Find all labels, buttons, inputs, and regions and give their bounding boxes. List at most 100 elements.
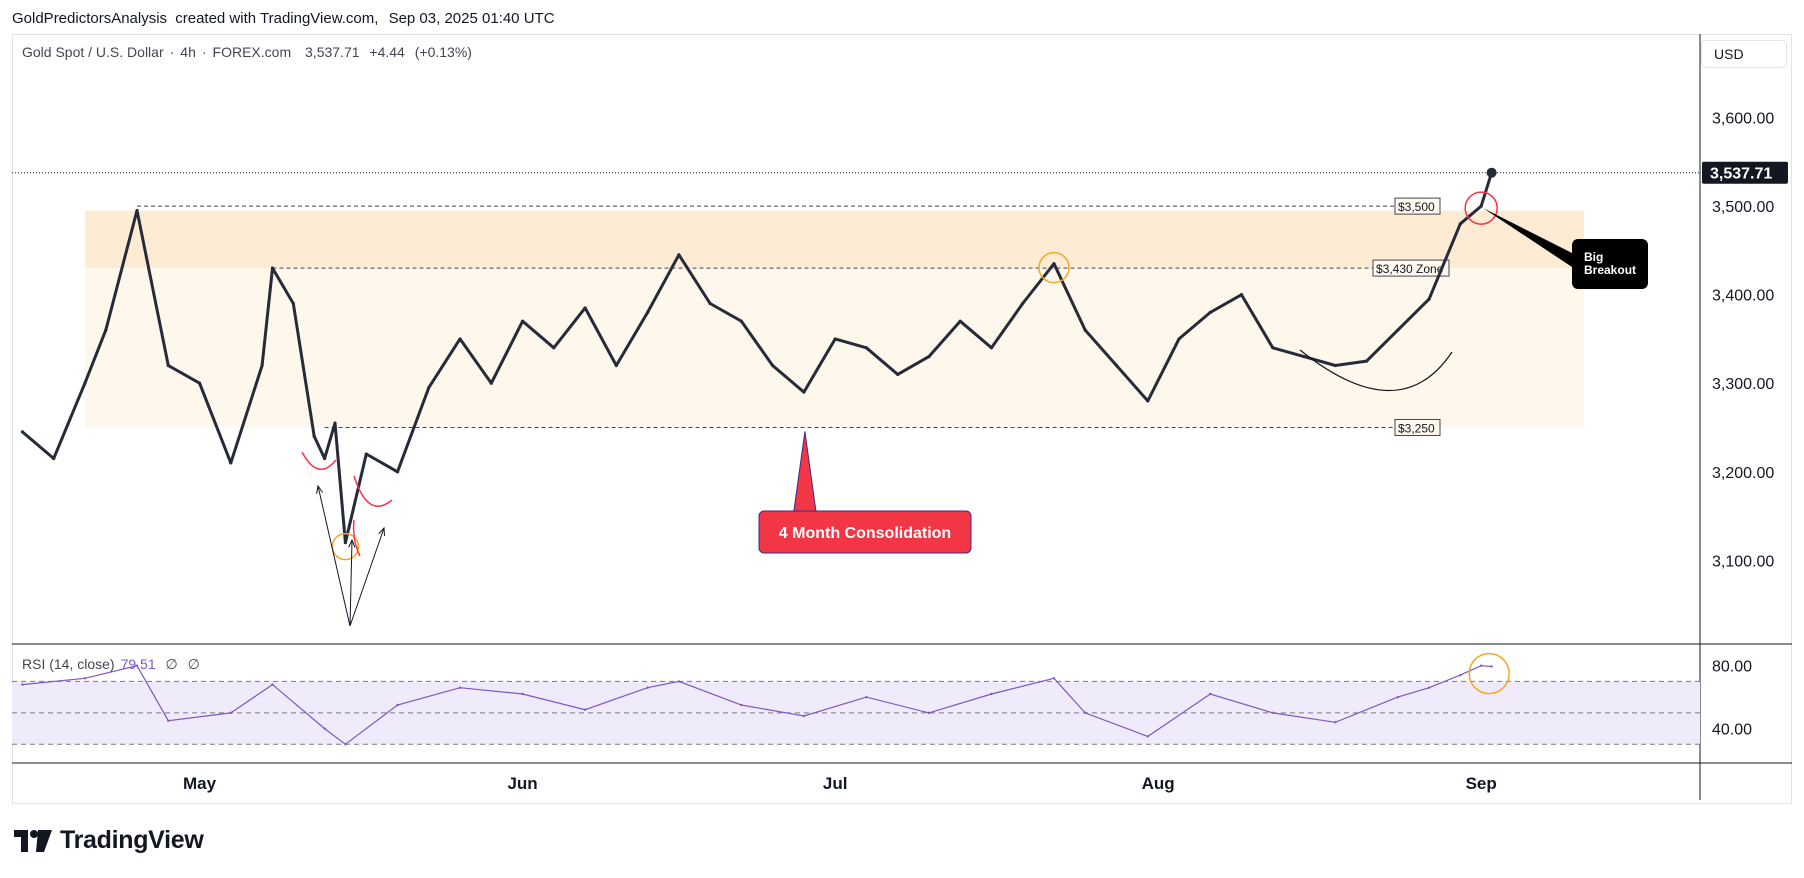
low-highlight-circle — [331, 532, 360, 561]
legend-symbol[interactable]: Gold Spot / U.S. Dollar — [22, 44, 164, 60]
rsi-point — [229, 711, 233, 715]
rsi-point — [323, 727, 326, 730]
y-tick-label: 3,400.00 — [1712, 288, 1774, 305]
last-price-dot — [1486, 167, 1497, 178]
price-point — [322, 456, 327, 461]
price-point — [1364, 359, 1369, 363]
price-point — [229, 461, 233, 465]
rsi-point — [1209, 692, 1212, 696]
price-point — [197, 381, 202, 385]
support-arrow-0 — [317, 485, 351, 627]
header-created-with: created with TradingView.com, — [175, 10, 379, 27]
x-tick-label: Jun — [507, 774, 537, 793]
legend-interval: 4h — [180, 44, 196, 60]
price-point — [802, 390, 806, 394]
rsi-point — [1479, 664, 1483, 667]
price-point — [896, 372, 900, 376]
chart-panel[interactable] — [12, 34, 1792, 804]
price-point — [364, 452, 368, 456]
rsi-point — [271, 683, 274, 686]
rsi-y-tick-label: 40.00 — [1712, 722, 1752, 739]
low-arc-right — [353, 475, 393, 507]
rsi-point — [927, 711, 931, 715]
rsi-point — [344, 743, 347, 746]
rounding-bottom-arc — [1299, 349, 1453, 391]
y-tick-label: 3,300.00 — [1712, 376, 1774, 393]
rsi-point — [1396, 695, 1400, 699]
price-point — [864, 346, 869, 350]
support-arrowhead-2 — [378, 526, 386, 537]
price-point — [427, 386, 431, 390]
symbol-legend: Gold Spot / U.S. Dollar · 4h · FOREX.com 3,5… — [22, 44, 472, 60]
price-point — [1302, 355, 1306, 359]
price-point — [333, 421, 337, 425]
price-point — [1083, 328, 1087, 332]
price-point — [20, 430, 25, 434]
reference-label-0: $3,500 — [1398, 200, 1435, 214]
price-point — [291, 301, 295, 306]
rsi-point — [458, 686, 462, 689]
reference-label-box-2 — [1394, 418, 1441, 436]
rsi-point — [83, 677, 87, 680]
x-tick-label: Aug — [1142, 774, 1175, 793]
price-point — [1479, 204, 1483, 208]
price-point — [677, 253, 681, 257]
price-point — [104, 328, 108, 332]
x-tick-label: Jul — [823, 774, 848, 793]
legend-change-pct: (+0.13%) — [414, 44, 472, 60]
price-point — [927, 355, 931, 359]
rsi-point — [802, 714, 806, 718]
price-point — [343, 540, 348, 545]
tradingview-logo-icon — [14, 829, 52, 852]
price-point — [270, 266, 275, 270]
price-point — [1146, 399, 1150, 403]
price-point — [1239, 293, 1244, 297]
breakout-callout-box — [1572, 239, 1648, 289]
rsi-name[interactable]: RSI (14, close) — [22, 656, 115, 672]
price-point — [1458, 222, 1462, 226]
rsi-point — [1459, 673, 1462, 677]
price-point — [395, 470, 400, 474]
rsi-extra-1: ∅ — [165, 656, 178, 672]
support-arrow-1 — [349, 539, 353, 627]
price-point — [1052, 262, 1056, 266]
header-author[interactable]: GoldPredictorsAnalysis — [12, 10, 168, 27]
tradingview-logo[interactable]: TradingView — [14, 826, 204, 855]
rsi-point — [740, 703, 743, 707]
price-point — [1177, 337, 1181, 341]
price-point — [489, 381, 493, 385]
rsi-series-line — [22, 665, 1492, 746]
rsi-point — [990, 692, 993, 696]
price-point — [958, 319, 962, 323]
zone-band-0 — [84, 210, 1585, 269]
price-point — [520, 319, 525, 323]
reference-label-box-0 — [1394, 197, 1441, 215]
support-arrowhead-1 — [348, 538, 356, 548]
price-point — [1333, 363, 1337, 368]
rsi-point — [1084, 711, 1087, 715]
rsi-legend: RSI (14, close) 79.51 ∅ ∅ — [22, 656, 200, 673]
currency-unit-button[interactable]: USD — [1701, 40, 1787, 68]
chart-header: GoldPredictorsAnalysis created with Trad… — [12, 10, 555, 27]
price-point — [83, 381, 87, 385]
rsi-point — [677, 680, 681, 683]
support-arrow-2 — [349, 527, 385, 627]
y-tick-label: 3,200.00 — [1712, 465, 1774, 482]
rsi-point — [583, 708, 587, 711]
last-price-badge — [1702, 161, 1788, 184]
rsi-point — [1490, 665, 1493, 668]
price-point — [458, 337, 462, 341]
zone-band-1 — [84, 268, 1585, 428]
reference-label-1: $3,430 Zone — [1376, 262, 1444, 276]
rsi-point — [1052, 677, 1056, 680]
x-tick-label: May — [183, 774, 217, 793]
price-point — [1021, 301, 1025, 306]
rsi-point — [1427, 686, 1431, 689]
price-point — [989, 346, 994, 350]
price-point — [1396, 328, 1400, 332]
low-arc-left — [301, 451, 337, 470]
price-point — [312, 434, 316, 438]
rsi-point — [135, 664, 139, 667]
rsi-point — [1334, 721, 1337, 724]
